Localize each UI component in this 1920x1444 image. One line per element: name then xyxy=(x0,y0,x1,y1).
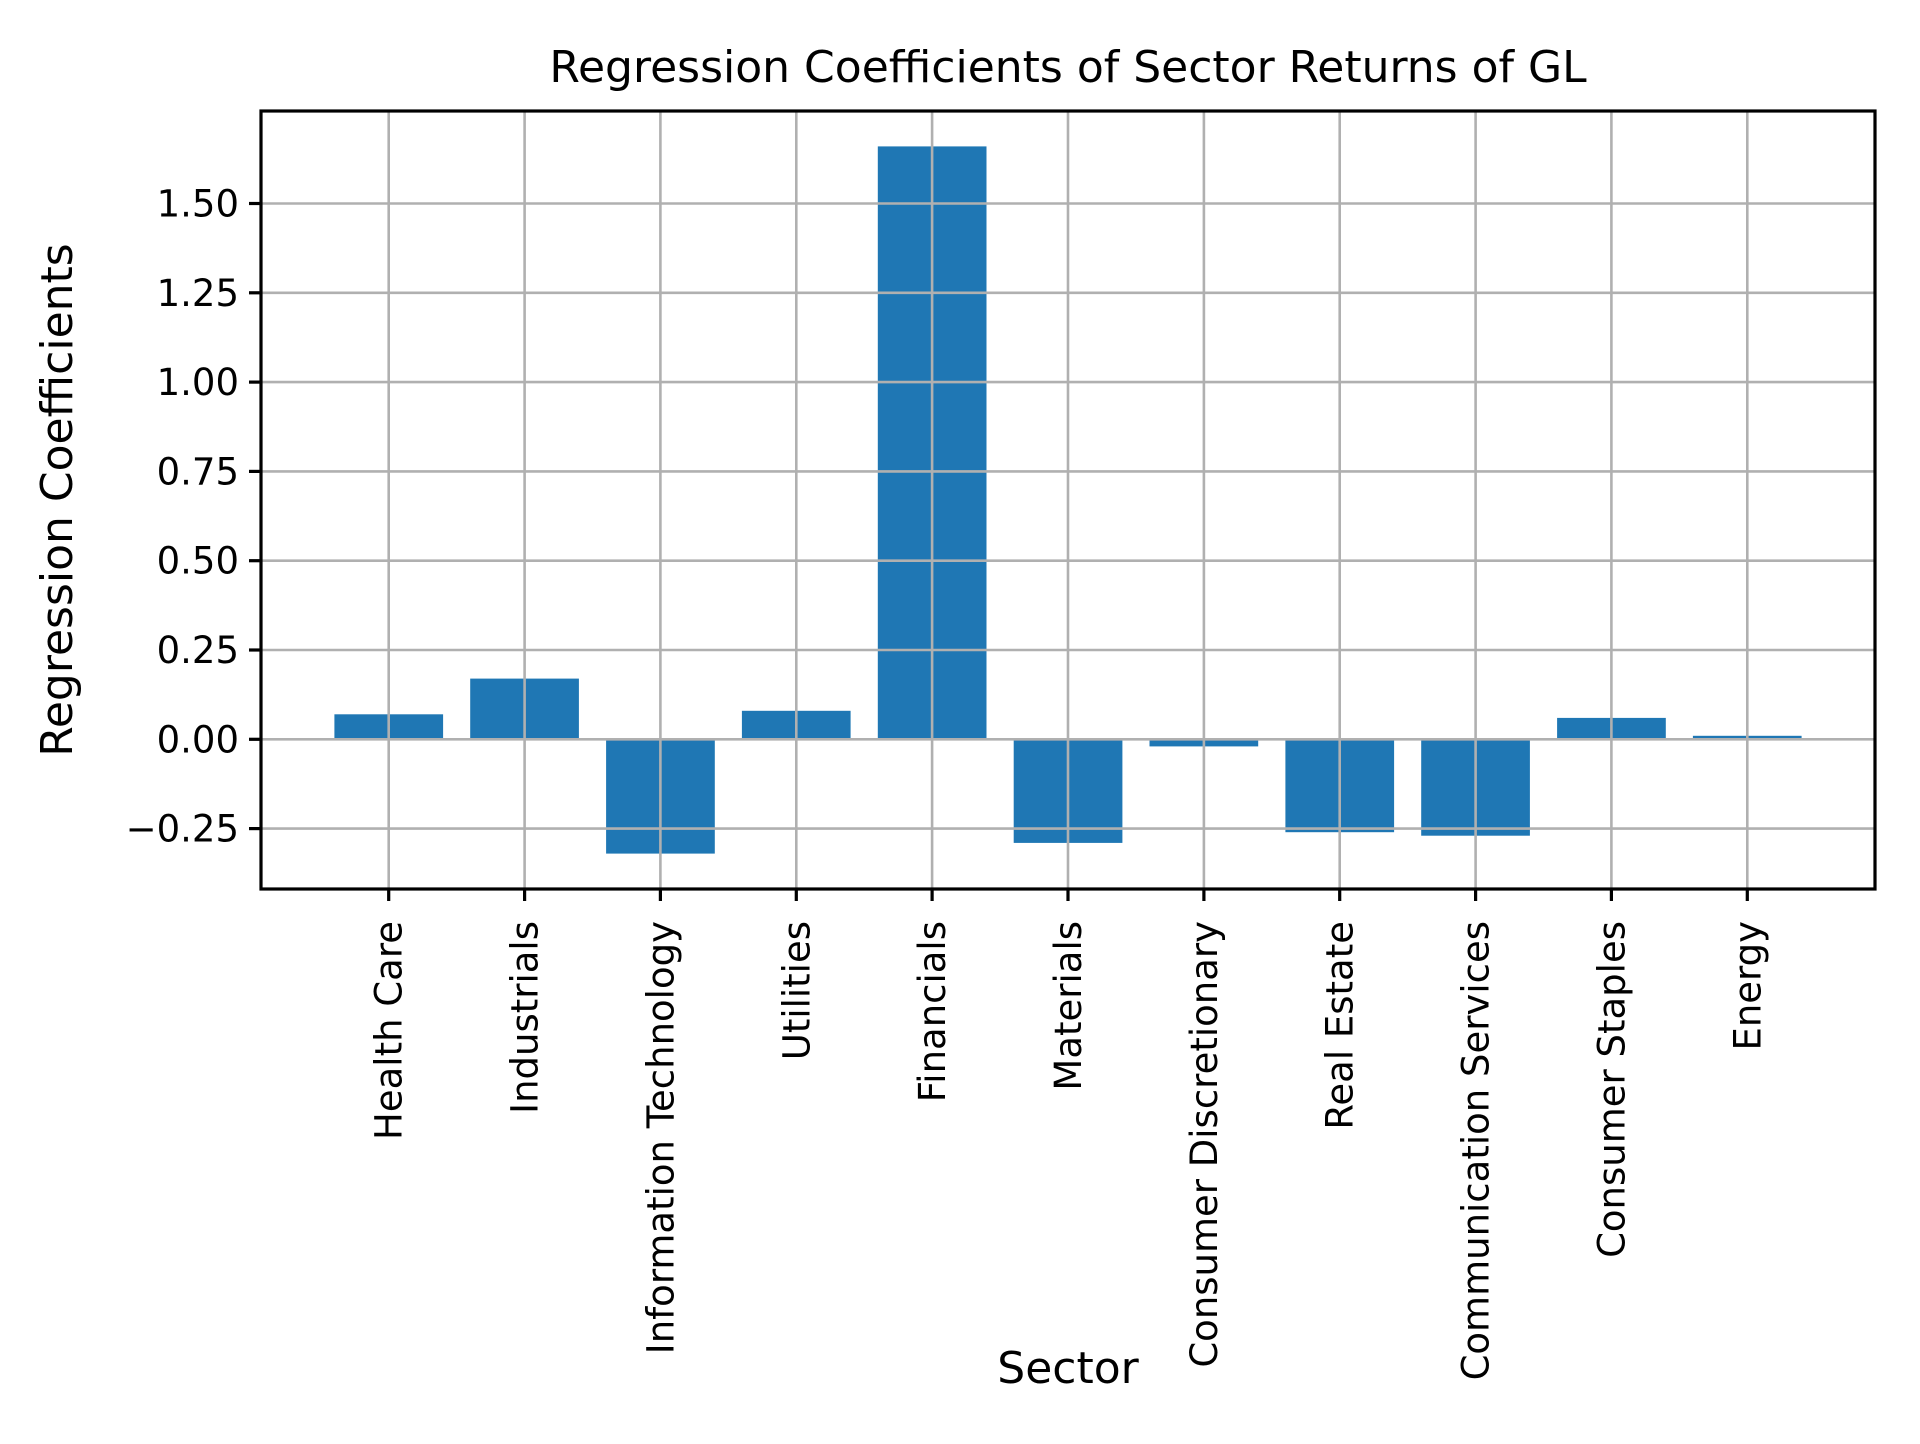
x-tick-label-financials: Financials xyxy=(911,921,954,1102)
x-tick-label-communication-services: Communication Services xyxy=(1455,921,1498,1380)
y-tick-label-0.5: 0.50 xyxy=(157,540,239,583)
axes-layer xyxy=(249,109,1877,901)
x-tick-label-real-estate: Real Estate xyxy=(1319,921,1362,1130)
x-tick-label-information-technology: Information Technology xyxy=(639,921,682,1354)
y-tick-label-1.25: 1.25 xyxy=(157,272,239,315)
y-tick-label-0.25: 0.25 xyxy=(157,629,239,672)
y-tick-label-0.75: 0.75 xyxy=(157,450,239,493)
x-axis-label: Sector xyxy=(997,1343,1139,1394)
chart-title: Regression Coefficients of Sector Return… xyxy=(549,42,1587,93)
x-tick-label-consumer-staples: Consumer Staples xyxy=(1590,921,1633,1258)
tick-labels-layer: −0.25 0.00 0.25 0.50 0.75 1.00 1.25 1.50 Health … xyxy=(126,183,1770,1381)
x-tick-label-health-care: Health Care xyxy=(368,921,411,1140)
x-tick-label-industrials: Industrials xyxy=(504,921,547,1114)
y-tick-label-1.5: 1.50 xyxy=(157,183,239,226)
y-tick-label-0: 0.00 xyxy=(157,718,239,761)
x-tick-label-consumer-discretionary: Consumer Discretionary xyxy=(1183,921,1226,1368)
x-tick-label-materials: Materials xyxy=(1047,921,1090,1091)
y-tick-label-1: 1.00 xyxy=(157,361,239,404)
gridlines-layer xyxy=(261,111,1875,889)
y-axis-label: Regression Coefficients xyxy=(32,243,83,756)
x-tick-label-energy: Energy xyxy=(1726,921,1769,1051)
y-tick-label--0.25: −0.25 xyxy=(126,808,239,851)
x-tick-label-utilities: Utilities xyxy=(775,921,818,1060)
